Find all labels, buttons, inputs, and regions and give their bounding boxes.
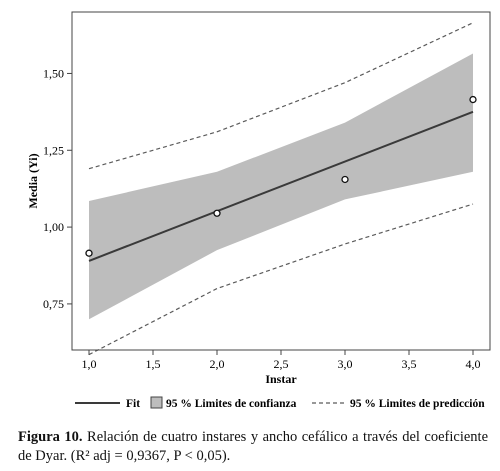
data-points [85, 95, 477, 257]
y-tick-label: 1,00 [43, 220, 64, 234]
legend-confidence-label: 95 % Limites de confianza [166, 398, 297, 410]
legend-confidence-swatch [150, 396, 163, 409]
data-point [469, 95, 477, 104]
y-tick-label: 1,50 [43, 66, 64, 80]
figure-caption-label: Figura 10. [18, 429, 83, 445]
data-point [341, 175, 349, 184]
y-tick-label: 1,25 [43, 143, 64, 157]
y-axis-ticks: 0,75 1,00 1,25 1,50 [43, 66, 72, 311]
legend-fit-label: Fit [126, 398, 140, 410]
prediction-limit-lower [88, 203, 474, 356]
data-point [213, 209, 221, 217]
x-tick-label: 3,5 [402, 357, 417, 371]
x-tick-label: 4,0 [466, 357, 481, 371]
figure-caption-text: Relación de cuatro instares y ancho cefá… [18, 429, 489, 464]
figure-caption: Figura 10. Relación de cuatro instares y… [18, 428, 488, 466]
y-tick-label: 0,75 [43, 297, 64, 311]
prediction-limit-upper [88, 22, 474, 170]
regression-chart: 1,0 1,5 2,0 2,5 3,0 3,5 4,0 0,75 1,00 1,25 1,50 I… [26, 11, 491, 410]
legend: Fit 95 % Limites de confianza 95 % Limit… [75, 396, 485, 410]
x-tick-label: 2,5 [274, 357, 289, 371]
fit-line [88, 110, 474, 262]
x-axis-label: Instar [265, 372, 297, 386]
y-axis-label: Media (Yi) [26, 153, 40, 208]
data-point [85, 249, 93, 257]
x-axis-ticks: 1,0 1,5 2,0 2,5 3,0 3,5 4,0 [82, 350, 481, 371]
x-tick-label: 2,0 [210, 357, 225, 371]
x-tick-label: 1,0 [82, 357, 97, 371]
legend-prediction-label: 95 % Limites de predicción [350, 398, 485, 410]
x-tick-label: 3,0 [338, 357, 353, 371]
x-tick-label: 1,5 [146, 357, 161, 371]
